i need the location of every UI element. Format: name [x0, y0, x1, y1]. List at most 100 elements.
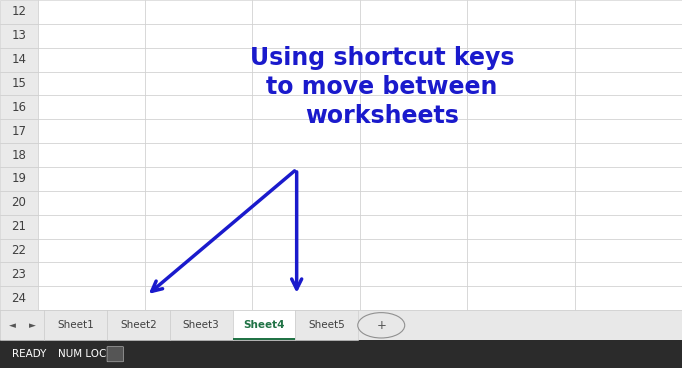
Bar: [145, 0, 252, 24]
Bar: [145, 95, 252, 119]
Bar: [0, 215, 38, 238]
Bar: [233, 338, 295, 340]
Bar: [252, 48, 360, 72]
Text: 21: 21: [12, 220, 26, 233]
Bar: [467, 48, 574, 72]
Bar: [360, 262, 467, 286]
Bar: [170, 310, 233, 340]
Bar: [360, 238, 467, 262]
Bar: [574, 119, 682, 143]
Bar: [467, 215, 574, 238]
Text: NUM LOCK: NUM LOCK: [58, 349, 113, 359]
Bar: [38, 24, 145, 48]
Text: 20: 20: [12, 197, 26, 209]
Bar: [145, 48, 252, 72]
Bar: [574, 262, 682, 286]
Bar: [252, 262, 360, 286]
Text: Sheet4: Sheet4: [243, 320, 284, 330]
Bar: [574, 191, 682, 215]
Text: 24: 24: [12, 292, 26, 305]
Bar: [145, 238, 252, 262]
Bar: [252, 95, 360, 119]
Bar: [0, 0, 38, 24]
Bar: [574, 72, 682, 95]
Bar: [145, 167, 252, 191]
Bar: [145, 143, 252, 167]
Bar: [574, 143, 682, 167]
Bar: [252, 238, 360, 262]
Text: ◄: ◄: [9, 321, 16, 330]
Text: Sheet5: Sheet5: [308, 320, 345, 330]
Text: 18: 18: [12, 149, 26, 162]
Bar: [0, 95, 38, 119]
Text: 22: 22: [12, 244, 26, 257]
Bar: [38, 95, 145, 119]
Bar: [360, 119, 467, 143]
Text: 15: 15: [12, 77, 26, 90]
Bar: [574, 48, 682, 72]
Bar: [44, 310, 107, 340]
Text: +: +: [376, 319, 386, 332]
Bar: [38, 143, 145, 167]
Bar: [467, 0, 574, 24]
Text: 23: 23: [12, 268, 26, 281]
Bar: [233, 310, 295, 340]
Text: READY: READY: [12, 349, 46, 359]
Bar: [574, 0, 682, 24]
Bar: [38, 0, 145, 24]
Bar: [107, 310, 170, 340]
Bar: [0, 72, 38, 95]
Bar: [145, 72, 252, 95]
Bar: [0, 143, 38, 167]
Text: Sheet1: Sheet1: [57, 320, 94, 330]
Bar: [252, 72, 360, 95]
Bar: [467, 143, 574, 167]
Bar: [360, 72, 467, 95]
Bar: [360, 215, 467, 238]
Bar: [467, 167, 574, 191]
Text: 12: 12: [12, 6, 26, 18]
Bar: [145, 119, 252, 143]
Bar: [252, 286, 360, 310]
Bar: [252, 0, 360, 24]
Text: 16: 16: [12, 101, 26, 114]
Bar: [0, 262, 38, 286]
Bar: [467, 95, 574, 119]
Bar: [0, 340, 682, 368]
Text: 13: 13: [12, 29, 26, 42]
Bar: [0, 286, 38, 310]
Bar: [360, 48, 467, 72]
Bar: [0, 238, 38, 262]
Bar: [38, 48, 145, 72]
Bar: [252, 167, 360, 191]
Bar: [145, 215, 252, 238]
Bar: [38, 167, 145, 191]
Bar: [295, 310, 358, 340]
Bar: [38, 286, 145, 310]
Bar: [38, 238, 145, 262]
Bar: [467, 24, 574, 48]
Bar: [360, 191, 467, 215]
Text: 14: 14: [12, 53, 26, 66]
Bar: [145, 262, 252, 286]
Bar: [0, 191, 38, 215]
Text: 17: 17: [12, 125, 26, 138]
Bar: [145, 286, 252, 310]
Bar: [145, 191, 252, 215]
Bar: [574, 238, 682, 262]
Bar: [467, 72, 574, 95]
Bar: [0, 119, 38, 143]
Bar: [0, 310, 682, 340]
Bar: [360, 143, 467, 167]
Bar: [574, 167, 682, 191]
Bar: [38, 191, 145, 215]
Bar: [467, 262, 574, 286]
Bar: [0, 48, 38, 72]
Bar: [0, 24, 38, 48]
Bar: [360, 24, 467, 48]
Text: Sheet3: Sheet3: [183, 320, 220, 330]
Bar: [252, 119, 360, 143]
Text: 19: 19: [12, 173, 26, 185]
Bar: [252, 191, 360, 215]
Bar: [360, 95, 467, 119]
